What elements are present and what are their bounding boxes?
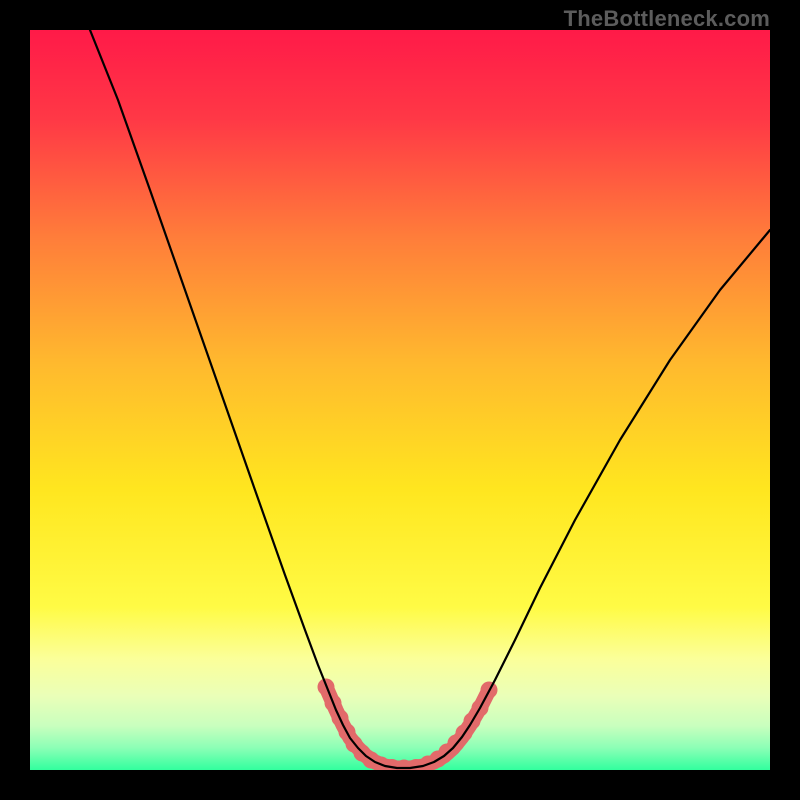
highlight-band: [326, 687, 489, 768]
bottleneck-curve: [90, 30, 770, 768]
chart-frame: TheBottleneck.com: [0, 0, 800, 800]
plot-area: [30, 30, 770, 770]
watermark-text: TheBottleneck.com: [564, 6, 770, 32]
curve-layer: [30, 30, 770, 770]
